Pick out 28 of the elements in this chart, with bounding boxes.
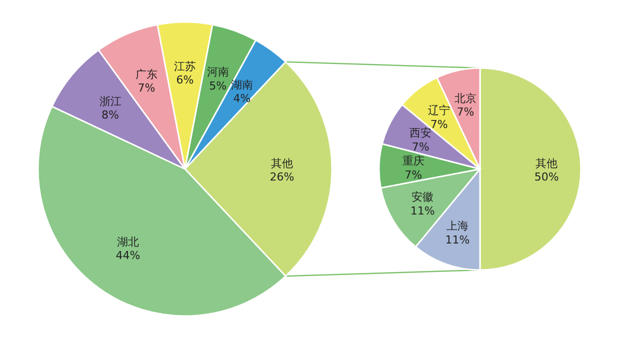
data-label: 26% (270, 170, 294, 184)
data-label: 50% (534, 170, 559, 184)
data-label: 4% (233, 92, 251, 106)
data-label: 7% (404, 168, 422, 182)
slice-label: 辽宁 (428, 104, 450, 118)
data-label: 7% (456, 105, 474, 118)
slice-label: 湖南 (231, 78, 254, 92)
data-label: 11% (410, 204, 435, 218)
data-label: 11% (445, 233, 470, 246)
data-label: 6% (176, 74, 194, 87)
data-label: 7% (430, 118, 448, 131)
slice-label: 重庆 (402, 154, 424, 168)
slice-label: 浙江 (99, 94, 122, 108)
slice-label: 广东 (135, 68, 158, 81)
slice-label: 河南 (206, 66, 229, 79)
slice-label: 湖北 (116, 235, 139, 248)
slice-label: 其他 (536, 156, 558, 170)
slice-label: 上海 (446, 220, 468, 233)
slice-label: 其他 (271, 156, 294, 170)
slice-label: 江苏 (174, 60, 196, 73)
slice-label: 安徽 (412, 190, 434, 204)
slice-label: 北京 (454, 92, 476, 105)
slice-label: 西安 (410, 126, 432, 140)
data-label: 8% (102, 108, 119, 122)
data-label: 7% (138, 82, 156, 95)
data-label: 7% (412, 140, 430, 154)
data-label: 5% (209, 79, 227, 92)
data-label: 44% (116, 249, 140, 262)
